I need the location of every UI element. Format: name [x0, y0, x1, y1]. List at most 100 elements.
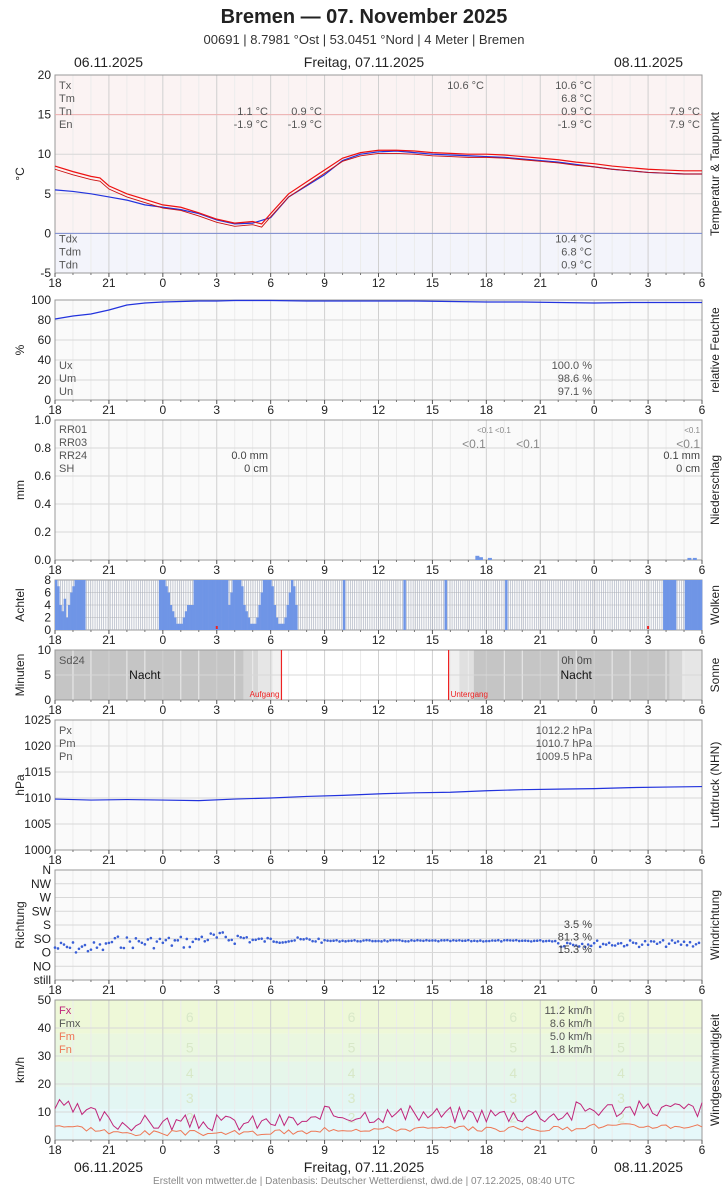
cloud-bar — [193, 580, 196, 630]
direction-dot — [523, 939, 527, 942]
cloud-bar — [167, 592, 170, 630]
x-tick-label: 15 — [426, 703, 440, 717]
direction-dot — [697, 941, 701, 945]
series-humidity — [54, 299, 702, 320]
precip-bar — [687, 557, 692, 560]
cloud-bar — [70, 592, 73, 630]
x-tick-label: 6 — [267, 983, 274, 997]
x-tick-label: 21 — [102, 983, 116, 997]
cloud-bar — [290, 580, 294, 630]
cloud-bar — [258, 605, 261, 630]
x-tick-label: 6 — [699, 1143, 706, 1157]
direction-dot — [215, 936, 219, 939]
beaufort-label: 4 — [509, 1065, 517, 1081]
direction-dot — [595, 939, 599, 942]
y-tick-label: 5 — [44, 187, 51, 201]
x-tick-label: 0 — [159, 276, 166, 290]
direction-dot — [508, 939, 512, 942]
cloud-bar — [234, 580, 238, 630]
x-tick-label: 12 — [372, 276, 386, 290]
label-key: RR03 — [59, 437, 87, 449]
x-tick-label: 18 — [48, 276, 62, 290]
direction-dot — [613, 944, 617, 947]
direction-dot — [281, 941, 284, 944]
y-tick-label: 0.8 — [34, 441, 51, 455]
direction-dot — [538, 938, 542, 942]
label-value: 100.0 % — [552, 360, 593, 372]
cloud-bar — [251, 623, 255, 630]
x-tick-label: 12 — [372, 563, 386, 577]
label-key: RR01 — [59, 424, 87, 436]
direction-dot — [398, 938, 401, 942]
series-temperature — [54, 149, 702, 225]
cloud-bar — [667, 580, 670, 630]
direction-dot — [479, 939, 482, 942]
direction-dot — [71, 941, 75, 944]
side-label: Luftdruck (NHN) — [708, 742, 722, 829]
y-axis-label: Achtel — [13, 588, 27, 621]
y-tick-label: 20 — [38, 1077, 52, 1091]
cloud-bar — [83, 580, 86, 630]
direction-dot — [383, 939, 386, 942]
x-tick-label: 6 — [699, 703, 706, 717]
x-tick-label: 3 — [213, 1143, 220, 1157]
beaufort-label: 6 — [617, 1009, 625, 1025]
x-tick-label: 9 — [321, 276, 328, 290]
direction-dot — [476, 939, 479, 943]
y-axis-label: % — [13, 344, 27, 355]
x-tick-label: 0 — [159, 853, 166, 867]
cloud-bar — [269, 580, 272, 630]
panel-wind_direction — [54, 869, 703, 984]
direction-dot — [514, 938, 518, 942]
direction-dot — [574, 944, 578, 947]
direction-dot — [302, 938, 305, 941]
y-tick-label: 6 — [44, 586, 51, 600]
date-right-bottom: 08.11.2025 — [614, 1159, 684, 1175]
x-tick-label: 0 — [591, 403, 598, 417]
cloud-bar — [210, 580, 214, 630]
x-tick-label: 6 — [699, 853, 706, 867]
x-tick-label: 0 — [591, 563, 598, 577]
cloud-bar — [65, 617, 69, 630]
direction-dot — [658, 940, 662, 944]
sunrise-label: Aufgang — [250, 690, 280, 699]
direction-dot — [77, 947, 81, 951]
direction-dot — [254, 938, 257, 942]
y-axis-label: Minuten — [13, 654, 27, 697]
x-tick-label: 18 — [480, 563, 494, 577]
cloud-bar — [241, 586, 244, 630]
y-tick-label: 0.4 — [34, 497, 51, 511]
direction-dot — [110, 940, 114, 944]
y-tick-label: NO — [33, 959, 51, 973]
direction-dot — [488, 939, 491, 943]
y-tick-label: 0.0 — [34, 553, 51, 567]
direction-dot — [694, 942, 698, 946]
direction-dot — [500, 940, 503, 943]
direction-dot — [101, 948, 105, 952]
x-tick-label: 21 — [534, 1143, 548, 1157]
cloud-bar — [72, 586, 75, 630]
direction-dot — [494, 939, 497, 942]
cloud-bar — [254, 623, 257, 630]
cloud-bar — [256, 617, 259, 630]
cloud-bar — [219, 580, 222, 630]
direction-dot — [544, 939, 548, 943]
label-value: 0 cm — [244, 463, 268, 475]
direction-dot — [401, 939, 404, 943]
x-tick-label: 3 — [213, 703, 220, 717]
cloud-bar — [277, 623, 281, 630]
direction-dot — [673, 941, 677, 945]
x-tick-label: 9 — [321, 853, 328, 867]
label-key: Px — [59, 725, 72, 737]
direction-dot — [649, 939, 653, 943]
x-tick-label: 21 — [102, 853, 116, 867]
x-tick-label: 0 — [159, 563, 166, 577]
y-tick-label: 0 — [44, 693, 51, 707]
label-value: 8.6 km/h — [550, 1018, 592, 1030]
series-mean-wind — [54, 1123, 703, 1137]
cloud-bar — [80, 580, 84, 630]
series-gust — [54, 1098, 703, 1132]
label-value: 0 cm — [676, 463, 700, 475]
y-tick-label: still — [34, 973, 51, 987]
direction-dot — [53, 946, 57, 949]
